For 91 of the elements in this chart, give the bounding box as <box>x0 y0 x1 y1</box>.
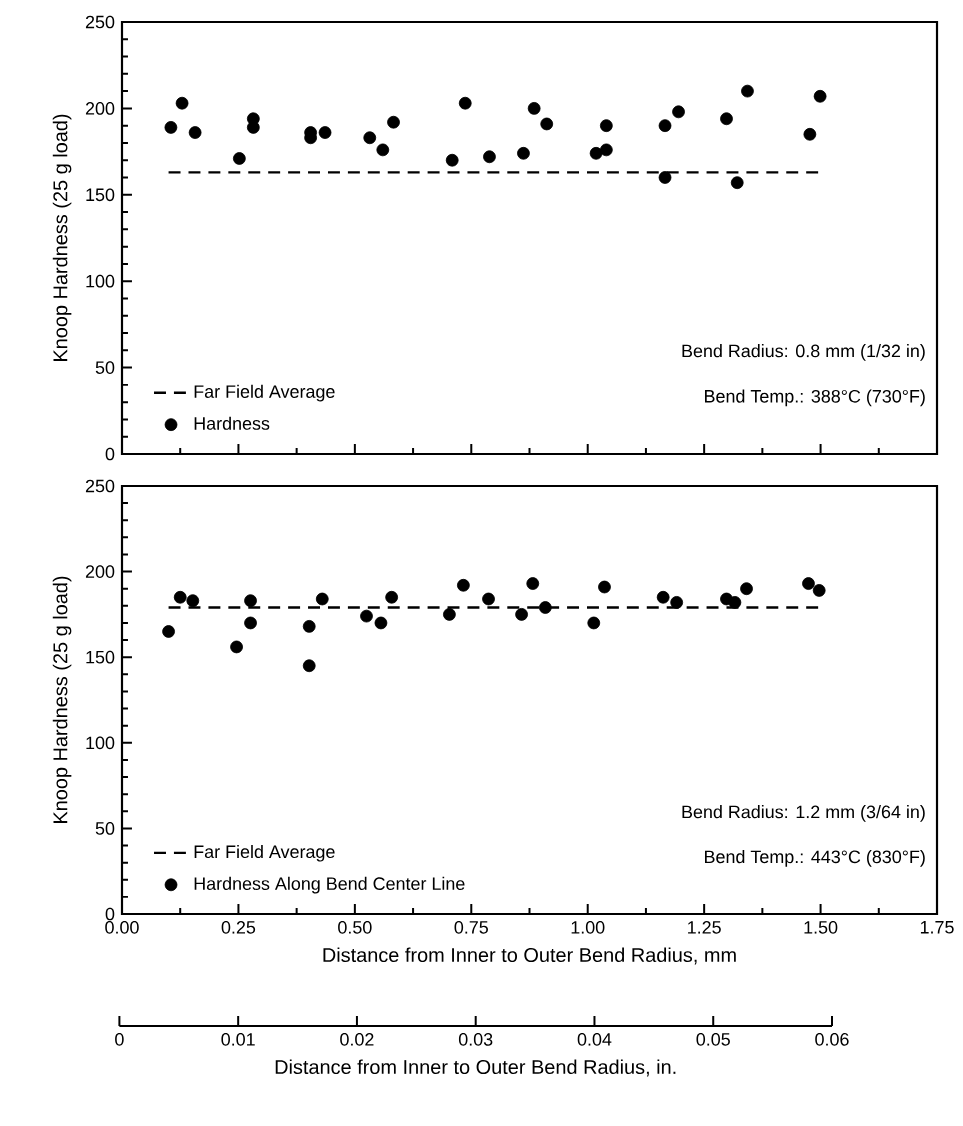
point <box>517 146 530 160</box>
point <box>244 594 257 608</box>
y-tick-label: 50 <box>95 361 115 374</box>
x-tick-label: 1.00 <box>571 921 605 934</box>
point <box>813 89 827 103</box>
y-tick-label: 50 <box>95 822 115 835</box>
point <box>318 126 332 139</box>
point <box>162 625 175 638</box>
y-axis-title: Knoop Hardness (25 g load) <box>52 114 72 361</box>
y-tick-label: 100 <box>86 274 115 288</box>
point <box>456 578 470 592</box>
point <box>230 640 243 654</box>
point <box>315 592 329 606</box>
point <box>540 117 554 131</box>
point <box>803 127 817 141</box>
x-tick-label: 1.75 <box>920 921 954 934</box>
x2-axis-title: Distance from Inner to Outer Bend Radius, in. <box>275 1059 676 1077</box>
point <box>730 176 744 190</box>
x-tick-label: 0.75 <box>454 921 488 934</box>
point <box>385 590 399 604</box>
x-axis-title: Distance from Inner to Outer Bend Radius, mm <box>323 947 736 965</box>
point <box>598 580 611 594</box>
y-tick-label: 100 <box>86 736 115 750</box>
point <box>445 153 459 167</box>
point <box>360 609 373 623</box>
point <box>740 582 753 596</box>
point <box>599 119 613 133</box>
point <box>672 105 685 119</box>
annotation: Bend Radius: 0.8 mm (1/32 in) <box>682 344 925 361</box>
point <box>188 126 202 139</box>
x2-tick-label: 0.06 <box>815 1033 849 1046</box>
legend-label: Far Field Average <box>194 844 335 862</box>
point <box>656 590 670 604</box>
annotation: Bend Radius: 1.2 mm (3/64 in) <box>682 805 925 822</box>
annotation: Bend Temp.: 443°C (830°F) <box>705 849 925 867</box>
y-tick-label: 150 <box>86 650 115 664</box>
point <box>387 115 400 129</box>
point <box>164 121 178 134</box>
x2-tick-label: 0.05 <box>696 1033 730 1046</box>
legend-label: Far Field Average <box>194 384 335 402</box>
point <box>728 596 742 609</box>
point <box>658 119 672 133</box>
x2-tick-label: 0.03 <box>458 1033 493 1046</box>
x-tick-label: 1.25 <box>688 921 721 934</box>
point <box>302 620 316 633</box>
point <box>670 596 684 609</box>
point <box>232 152 246 165</box>
point <box>720 112 733 126</box>
legend-label: Hardness Along Bend Center Line <box>194 876 465 894</box>
point <box>812 584 826 597</box>
x-tick-label: 0.50 <box>338 921 372 934</box>
point <box>186 594 200 608</box>
x2-tick-label: 0.01 <box>221 1033 255 1046</box>
y-tick-label: 0 <box>105 447 115 461</box>
point <box>658 171 672 184</box>
point <box>538 601 552 614</box>
y-tick-label: 150 <box>86 188 115 202</box>
y-axis-title: Knoop Hardness (25 g load) <box>52 576 72 823</box>
x-tick-label: 1.50 <box>804 921 838 934</box>
y-tick-label: 200 <box>85 565 115 578</box>
point <box>302 659 316 673</box>
x2-tick-label: 0.02 <box>340 1033 374 1046</box>
x2-tick-label: 0.04 <box>577 1033 612 1046</box>
point <box>483 150 496 164</box>
point <box>587 616 601 630</box>
point <box>527 102 541 115</box>
y-tick-label: 250 <box>85 15 115 29</box>
x2-tick-label: 0 <box>115 1033 124 1046</box>
y-tick-label: 0 <box>105 907 115 921</box>
point <box>175 96 189 110</box>
point <box>599 143 613 157</box>
x-tick-label: 0.25 <box>221 921 256 934</box>
point <box>458 96 472 110</box>
point <box>589 146 603 160</box>
point <box>374 616 388 630</box>
annotation: Bend Temp.: 388°C (730°F) <box>705 389 925 407</box>
y-tick-label: 200 <box>85 102 115 115</box>
point <box>515 608 528 621</box>
point <box>244 616 257 630</box>
point <box>363 131 377 145</box>
y-tick-label: 250 <box>85 479 115 493</box>
point <box>741 84 754 98</box>
point <box>246 121 260 134</box>
legend-label: Hardness <box>194 416 270 430</box>
point <box>173 590 187 604</box>
x-tick-label: 0.00 <box>105 921 139 934</box>
point <box>376 143 390 157</box>
point <box>802 577 815 590</box>
point <box>526 577 540 590</box>
point <box>443 608 456 621</box>
point <box>482 592 495 606</box>
